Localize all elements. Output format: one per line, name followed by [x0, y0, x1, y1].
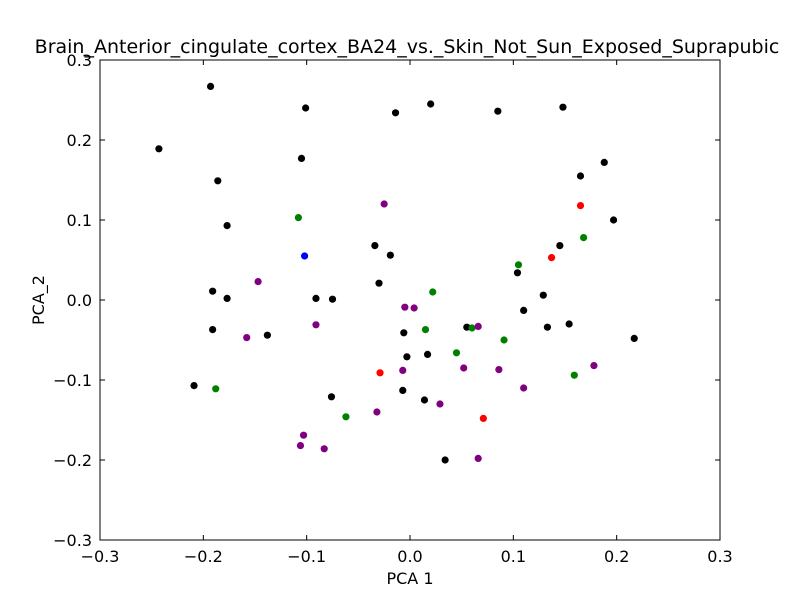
data-point	[429, 288, 437, 296]
points-layer	[155, 82, 638, 464]
data-point	[399, 386, 407, 394]
data-point	[299, 431, 308, 439]
data-point	[421, 326, 430, 334]
chart-title: Brain_Anterior_cingulate_cortex_BA24_vs.…	[35, 36, 780, 58]
data-point	[294, 214, 302, 222]
data-point	[436, 400, 444, 408]
data-point	[410, 304, 418, 312]
x-tick-label: 0.1	[501, 547, 526, 566]
data-point	[212, 385, 220, 393]
tick-labels-layer: −0.3 −0.2 −0.1 0.0 0.1 0.2 0.3 −0.3 −0.2 −0.1 0.0 0…	[53, 51, 733, 566]
data-point	[209, 326, 217, 334]
data-point	[399, 366, 407, 374]
data-point	[190, 382, 198, 390]
data-point	[263, 331, 271, 339]
data-point	[214, 177, 222, 185]
data-point	[209, 287, 217, 295]
data-point	[328, 295, 337, 303]
x-tick-label: −0.3	[81, 547, 120, 566]
y-tick-label: 0.2	[67, 131, 92, 150]
data-point	[155, 145, 163, 153]
data-point	[386, 251, 394, 259]
data-point	[371, 242, 379, 250]
data-point	[312, 321, 320, 329]
data-point	[376, 369, 384, 377]
data-point	[565, 320, 573, 328]
data-point	[590, 362, 598, 370]
y-tick-label: −0.2	[53, 451, 92, 470]
data-point	[576, 202, 585, 210]
data-point	[559, 103, 567, 111]
data-point	[320, 445, 328, 453]
data-point	[391, 109, 400, 117]
data-point	[609, 216, 618, 224]
y-axis-title: PCA_2	[29, 275, 49, 325]
data-point	[427, 100, 435, 108]
x-tick-label: −0.2	[184, 547, 223, 566]
y-tick-label: −0.1	[53, 371, 92, 390]
data-point	[423, 350, 432, 358]
y-tick-label: 0.0	[67, 291, 92, 310]
data-point	[600, 158, 608, 166]
data-point	[403, 353, 411, 361]
data-point	[297, 154, 306, 162]
data-point	[375, 279, 383, 287]
data-point	[223, 222, 231, 230]
data-point	[312, 294, 320, 302]
data-point	[401, 303, 409, 311]
data-point	[474, 322, 482, 330]
x-tick-label: −0.1	[287, 547, 326, 566]
data-point	[513, 269, 522, 277]
data-point	[452, 349, 461, 357]
data-point	[243, 334, 251, 342]
data-point	[420, 396, 429, 404]
data-point	[543, 323, 552, 331]
data-point	[441, 456, 449, 464]
data-point	[474, 454, 482, 462]
data-point	[630, 334, 638, 342]
data-point	[580, 234, 588, 242]
data-point	[494, 107, 502, 115]
data-point	[520, 306, 528, 314]
x-tick-label: 0.2	[604, 547, 629, 566]
plot-frame	[99, 59, 721, 541]
data-point	[495, 366, 503, 374]
data-point	[296, 442, 305, 450]
data-point	[556, 242, 564, 250]
data-point	[254, 278, 262, 286]
data-point	[576, 172, 585, 180]
data-point	[380, 200, 388, 208]
y-tick-label: 0.3	[67, 51, 92, 70]
data-point	[373, 408, 381, 416]
data-point	[500, 336, 508, 344]
data-point	[400, 329, 408, 337]
x-axis-title: PCA 1	[386, 569, 433, 588]
data-point	[302, 104, 310, 112]
x-tick-label: 0.3	[707, 547, 732, 566]
y-tick-label: 0.1	[67, 211, 92, 230]
data-point	[327, 393, 336, 401]
data-point	[206, 82, 215, 90]
data-point	[520, 384, 528, 392]
data-point	[570, 371, 578, 379]
data-point	[539, 291, 547, 299]
data-point	[301, 252, 309, 260]
data-point	[468, 324, 476, 332]
x-tick-label: 0.0	[397, 547, 422, 566]
data-point	[547, 254, 556, 262]
data-point	[514, 261, 523, 269]
y-tick-label: −0.3	[53, 531, 92, 550]
data-point	[479, 414, 487, 422]
data-point	[342, 413, 350, 421]
data-point	[460, 364, 468, 372]
data-point	[223, 294, 231, 302]
